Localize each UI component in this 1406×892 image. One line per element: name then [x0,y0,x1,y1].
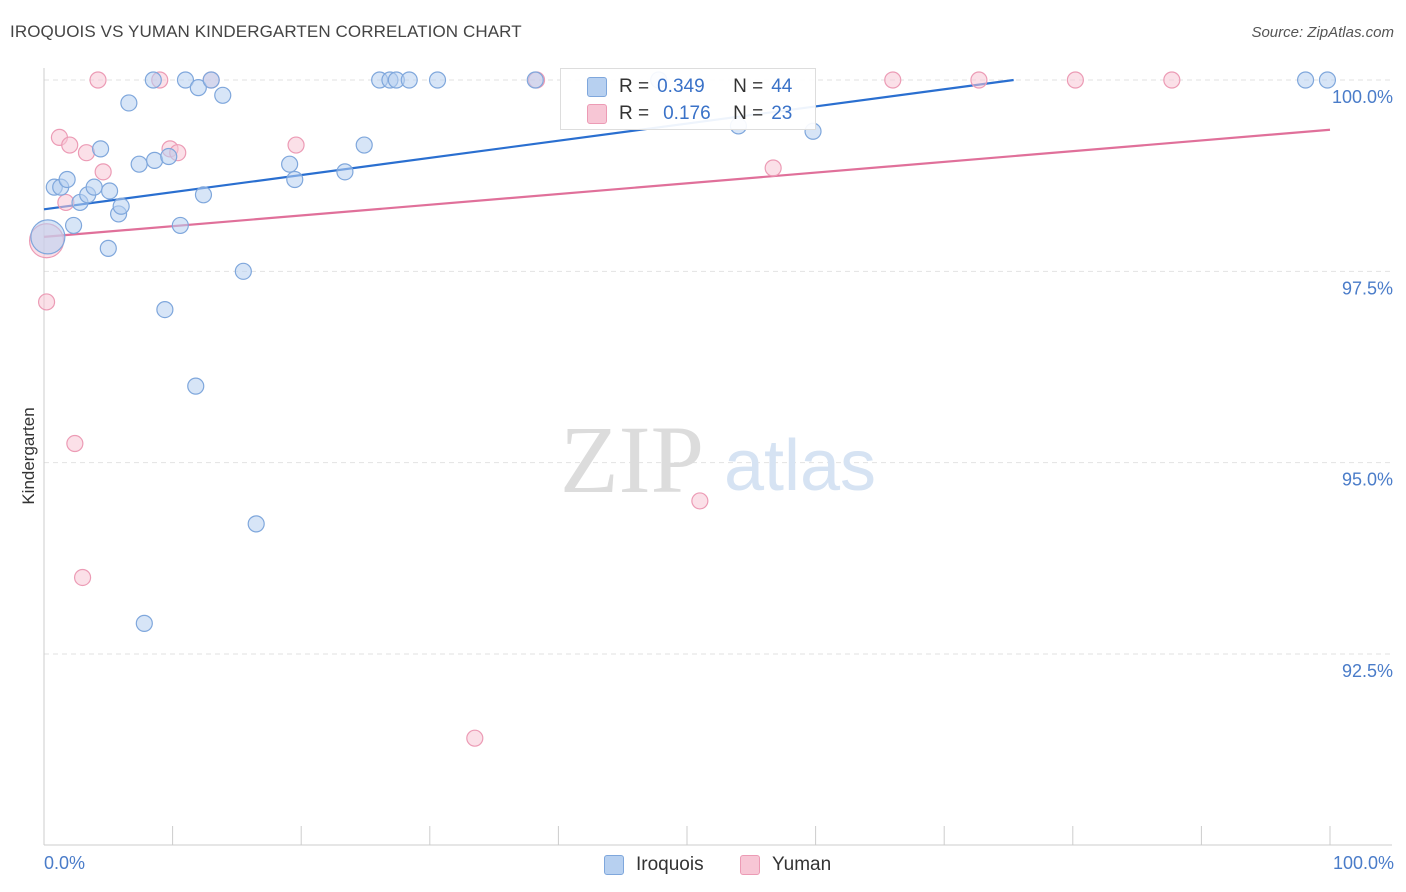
yuman-point [466,729,484,747]
iroquois-point [30,219,66,255]
iroquois-point [1318,71,1337,89]
y-axis-label: Kindergarten [19,407,38,504]
iroquois-point [526,71,544,89]
iroquois-point [355,136,373,154]
yuman-point [73,568,92,587]
iroquois-point [145,151,164,169]
yuman-legend-swatch [740,855,760,875]
legend-n-value: 44 [771,76,793,97]
iroquois-legend-swatch [604,855,624,875]
legend-row-iroquois: R = 0.349 N = 44 [561,74,792,100]
iroquois-point [130,155,148,173]
iroquois-point [234,262,252,280]
iroquois-point [400,71,418,89]
iroquois-point [91,140,110,158]
yuman-point [970,71,988,89]
legend-n-label: N = [733,103,764,124]
data-points [28,71,1337,747]
iroquois-point [64,216,83,235]
yuman-point [884,71,902,89]
y-tick-label: 95.0% [1342,470,1393,490]
iroquois-point [58,170,76,189]
iroquois-legend-label: Iroquois [636,854,704,875]
iroquois-point [120,94,138,112]
iroquois-point [247,515,265,533]
iroquois-point [202,71,220,89]
y-tick-labels: 100.0% 97.5% 95.0% 92.5% [1332,87,1393,681]
yuman-point [61,136,79,154]
source-credit: Source: ZipAtlas.com [1251,24,1394,41]
axes [43,68,1392,846]
legend-n-value: 23 [771,103,793,124]
watermark-atlas: atlas [724,426,876,506]
x-tick-label-min: 0.0% [44,853,86,873]
iroquois-point [336,163,354,181]
yuman-point [764,159,782,177]
iroquois-point [100,182,119,200]
iroquois-point [194,186,213,204]
iroquois-point [214,86,232,104]
yuman-trend-line [43,128,1331,238]
legend-r-label: R = [619,103,650,124]
y-tick-label: 100.0% [1332,87,1393,107]
iroquois-point [176,71,195,89]
series-legend: Iroquois Yuman [0,852,1406,878]
iroquois-point [156,301,174,319]
iroquois-point [281,155,299,173]
legend-r-value: 0.176 [663,103,711,124]
y-tick-label: 97.5% [1342,278,1393,298]
iroquois-point [85,178,103,196]
iroquois-trend-line [43,78,1014,211]
iroquois-point [160,147,178,166]
chart-title: IROQUOIS VS YUMAN KINDERGARTEN CORRELATI… [10,22,522,41]
legend-row-yuman: R = 0.176 N = 23 [561,101,792,127]
iroquois-swatch [587,77,607,97]
iroquois-point [135,614,153,632]
yuman-point [66,434,84,453]
iroquois-point [189,79,207,97]
legend-n-label: N = [733,76,764,97]
yuman-point [37,293,56,311]
grid-lines [44,79,1392,655]
yuman-point [287,136,305,154]
iroquois-point [187,377,205,395]
yuman-point [94,163,112,181]
yuman-point [89,71,107,89]
legend-r-value: 0.349 [657,76,705,97]
iroquois-point [144,71,162,89]
yuman-point [1066,71,1084,89]
iroquois-point [428,71,447,89]
watermark: ZIP atlas [560,406,876,513]
yuman-point [77,144,96,162]
series-legend-yuman[interactable]: Yuman [740,852,831,878]
x-tick-label-max: 100.0% [1332,853,1394,873]
yuman-swatch [587,104,607,124]
y-tick-label: 92.5% [1342,661,1393,681]
correlation-legend: R = 0.349 N = 44 R = 0.176 N = 23 [560,68,816,130]
iroquois-point [1296,71,1315,89]
legend-r-label: R = [619,76,650,97]
iroquois-point [286,170,304,189]
yuman-point [1163,71,1181,89]
iroquois-point [171,216,189,235]
yuman-legend-label: Yuman [772,854,832,875]
series-legend-iroquois[interactable]: Iroquois [604,852,704,878]
watermark-zip: ZIP [560,406,704,513]
iroquois-point [99,239,117,257]
yuman-point [691,492,709,510]
iroquois-point [112,197,130,215]
